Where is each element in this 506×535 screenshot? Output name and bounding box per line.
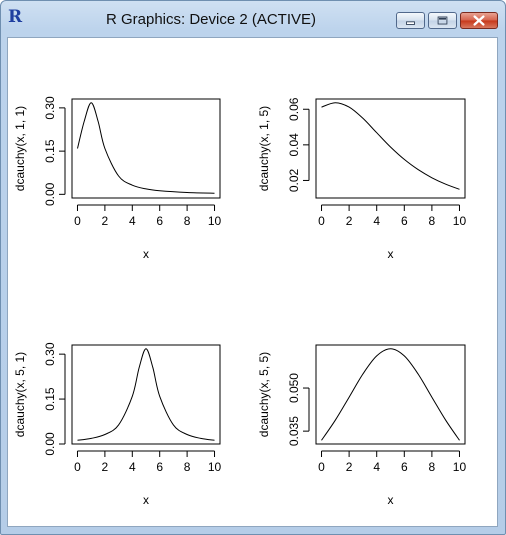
plot-frame bbox=[71, 344, 221, 445]
y-axis-label: dcauchy(x, 5, 5) bbox=[257, 352, 271, 437]
x-tick-label: 6 bbox=[401, 214, 408, 228]
minimize-button[interactable] bbox=[396, 12, 425, 29]
x-tick-label: 4 bbox=[129, 214, 136, 228]
chart-panel-2: 0 2 4 6 8 10 0.02 0.04 0.06 x dcauchy(x, 1, 5) bbox=[257, 97, 466, 261]
density-curve bbox=[77, 102, 215, 194]
y-tick-label: 0.035 bbox=[287, 416, 301, 446]
x-tick-label: 0 bbox=[74, 460, 81, 474]
x-tick-label: 2 bbox=[346, 214, 353, 228]
density-curve bbox=[321, 348, 460, 441]
x-tick-label: 8 bbox=[184, 214, 191, 228]
x-tick-label: 10 bbox=[453, 460, 467, 474]
x-tick-label: 10 bbox=[453, 214, 467, 228]
x-tick-label: 0 bbox=[74, 214, 81, 228]
x-tick-label: 8 bbox=[184, 460, 191, 474]
y-tick-label: 0.050 bbox=[287, 373, 301, 403]
y-tick-label: 0.02 bbox=[287, 168, 301, 192]
x-axis-label: x bbox=[143, 493, 149, 507]
y-tick-label: 0.00 bbox=[43, 182, 57, 206]
x-tick-label: 0 bbox=[318, 214, 325, 228]
density-curve bbox=[77, 348, 215, 441]
plot-frame bbox=[71, 98, 221, 199]
x-tick-label: 8 bbox=[429, 460, 436, 474]
x-tick-label: 10 bbox=[208, 460, 222, 474]
x-tick-label: 6 bbox=[156, 214, 163, 228]
x-tick-label: 2 bbox=[102, 460, 109, 474]
chart-panel-4: 0 2 4 6 8 10 0.035 0.050 x dcauchy(x, 5, 5) bbox=[257, 344, 467, 507]
x-tick-label: 8 bbox=[429, 214, 436, 228]
x-tick-label: 0 bbox=[318, 460, 325, 474]
y-tick-label: 0.15 bbox=[43, 387, 57, 411]
x-tick-label: 6 bbox=[401, 460, 408, 474]
density-curve bbox=[321, 102, 460, 190]
y-tick-label: 0.15 bbox=[43, 139, 57, 163]
y-tick-label: 0.06 bbox=[287, 97, 301, 121]
chart-panel-3: 0 2 4 6 8 10 0.00 0.15 0.30 x dcauchy(x, 5, 1) bbox=[13, 342, 222, 507]
x-tick-label: 4 bbox=[373, 460, 380, 474]
maximize-button[interactable] bbox=[428, 12, 457, 29]
x-tick-label: 2 bbox=[102, 214, 109, 228]
x-tick-label: 4 bbox=[129, 460, 136, 474]
y-tick-label: 0.30 bbox=[43, 342, 57, 366]
x-axis-label: x bbox=[388, 493, 394, 507]
y-tick-label: 0.04 bbox=[287, 133, 301, 157]
x-tick-label: 10 bbox=[208, 214, 222, 228]
plot-frame bbox=[315, 98, 466, 199]
y-axis-label: dcauchy(x, 5, 1) bbox=[13, 352, 27, 437]
x-axis-label: x bbox=[143, 247, 149, 261]
x-tick-label: 2 bbox=[346, 460, 353, 474]
close-icon bbox=[473, 15, 485, 26]
x-axis-label: x bbox=[388, 247, 394, 261]
y-tick-label: 0.30 bbox=[43, 96, 57, 120]
maximize-icon bbox=[437, 16, 448, 25]
y-axis-label: dcauchy(x, 1, 1) bbox=[13, 106, 27, 191]
plot-area: 0 2 4 6 8 10 0.00 0.15 0.30 x dcauchy(x, 1, 1) 0 2 4 6… bbox=[7, 37, 498, 527]
x-tick-label: 4 bbox=[373, 214, 380, 228]
plot-canvas: 0 2 4 6 8 10 0.00 0.15 0.30 x dcauchy(x, 1, 1) 0 2 4 6… bbox=[13, 96, 467, 507]
y-tick-label: 0.00 bbox=[43, 432, 57, 456]
r-logo-icon[interactable]: R bbox=[8, 7, 23, 27]
window-title: R Graphics: Device 2 (ACTIVE) bbox=[105, 11, 317, 28]
minimize-icon bbox=[406, 21, 415, 25]
title-bar[interactable]: R R Graphics: Device 2 (ACTIVE) bbox=[1, 1, 505, 37]
y-axis-label: dcauchy(x, 1, 5) bbox=[257, 106, 271, 191]
chart-panel-1: 0 2 4 6 8 10 0.00 0.15 0.30 x dcauchy(x, 1, 1) bbox=[13, 96, 222, 261]
plot-frame bbox=[315, 344, 466, 445]
x-tick-label: 6 bbox=[156, 460, 163, 474]
close-button[interactable] bbox=[460, 12, 498, 29]
